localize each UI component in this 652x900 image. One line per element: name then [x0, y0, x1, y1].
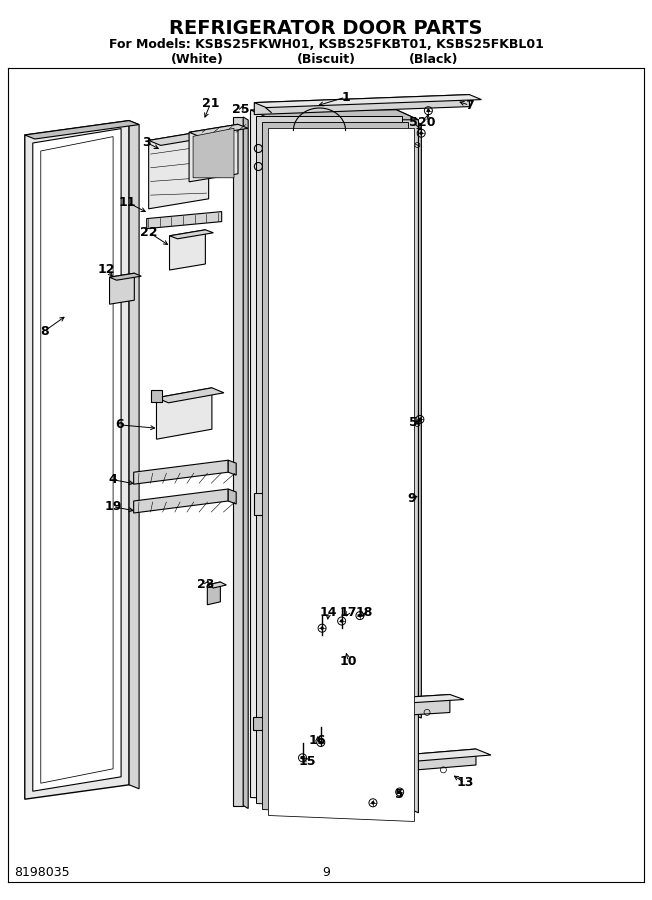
Polygon shape: [25, 121, 139, 139]
Text: 25: 25: [233, 104, 250, 116]
Text: 21: 21: [202, 97, 219, 110]
Polygon shape: [207, 582, 220, 605]
Polygon shape: [256, 116, 402, 809]
Text: 7: 7: [465, 99, 474, 112]
Polygon shape: [233, 117, 243, 806]
Text: 9: 9: [322, 867, 330, 879]
Text: 22: 22: [140, 226, 157, 239]
Polygon shape: [41, 137, 113, 783]
Polygon shape: [396, 110, 419, 813]
Circle shape: [420, 132, 422, 134]
Circle shape: [419, 418, 421, 420]
Circle shape: [398, 791, 401, 793]
Polygon shape: [129, 121, 139, 788]
Polygon shape: [243, 117, 248, 808]
Polygon shape: [147, 212, 222, 229]
Text: 11: 11: [119, 196, 136, 209]
Polygon shape: [413, 121, 421, 718]
Polygon shape: [250, 110, 419, 120]
Polygon shape: [319, 216, 326, 639]
Text: 4: 4: [108, 473, 117, 486]
Polygon shape: [258, 695, 450, 725]
Polygon shape: [254, 493, 391, 515]
Polygon shape: [207, 582, 226, 588]
Polygon shape: [189, 124, 248, 136]
Circle shape: [319, 742, 322, 743]
Text: 16: 16: [309, 734, 326, 747]
Polygon shape: [193, 129, 234, 178]
Text: 5: 5: [409, 116, 418, 129]
Circle shape: [359, 615, 361, 616]
Text: 3: 3: [141, 136, 151, 149]
Polygon shape: [33, 129, 121, 791]
Polygon shape: [134, 489, 228, 513]
Polygon shape: [228, 460, 236, 475]
Text: 12: 12: [98, 263, 115, 275]
Text: 13: 13: [456, 777, 473, 789]
Text: REFRIGERATOR DOOR PARTS: REFRIGERATOR DOOR PARTS: [170, 19, 482, 39]
Polygon shape: [156, 388, 224, 403]
Polygon shape: [228, 489, 236, 504]
Text: 23: 23: [198, 579, 215, 591]
Polygon shape: [254, 94, 469, 114]
Polygon shape: [110, 274, 134, 304]
Polygon shape: [391, 493, 403, 521]
Circle shape: [340, 620, 343, 622]
Polygon shape: [170, 230, 205, 270]
Text: 8198035: 8198035: [14, 867, 70, 879]
Text: 18: 18: [355, 606, 372, 618]
Text: 1: 1: [341, 91, 350, 104]
Polygon shape: [293, 216, 300, 639]
Polygon shape: [149, 130, 209, 209]
Text: 17: 17: [340, 606, 357, 618]
Text: 9: 9: [407, 492, 416, 505]
Polygon shape: [258, 749, 491, 773]
Polygon shape: [134, 460, 228, 484]
Polygon shape: [258, 695, 464, 712]
Text: 5: 5: [394, 788, 404, 801]
Text: 6: 6: [115, 418, 124, 431]
Polygon shape: [403, 121, 413, 720]
Polygon shape: [110, 274, 141, 280]
Circle shape: [321, 627, 323, 629]
Text: 20: 20: [418, 116, 435, 129]
Text: 10: 10: [340, 655, 357, 668]
Polygon shape: [306, 216, 313, 639]
Text: (Biscuit): (Biscuit): [297, 53, 355, 66]
Circle shape: [427, 110, 430, 112]
Circle shape: [372, 802, 374, 804]
Polygon shape: [250, 110, 396, 803]
Polygon shape: [156, 388, 212, 439]
Polygon shape: [258, 749, 476, 783]
Polygon shape: [149, 130, 220, 146]
Text: (White): (White): [170, 53, 224, 66]
Polygon shape: [262, 122, 408, 814]
Polygon shape: [189, 124, 238, 182]
Text: 5: 5: [409, 417, 418, 429]
Polygon shape: [254, 94, 481, 108]
Circle shape: [301, 757, 304, 759]
Polygon shape: [151, 390, 162, 401]
Text: 15: 15: [299, 755, 316, 768]
Polygon shape: [170, 230, 213, 238]
Text: (Black): (Black): [409, 53, 458, 66]
Polygon shape: [269, 128, 415, 821]
Text: For Models: KSBS25FKWH01, KSBS25FKBT01, KSBS25FKBL01: For Models: KSBS25FKWH01, KSBS25FKBT01, …: [109, 39, 543, 51]
Text: 8: 8: [40, 325, 49, 338]
Polygon shape: [252, 716, 265, 730]
Text: 14: 14: [320, 606, 337, 618]
Text: 19: 19: [104, 500, 121, 513]
Polygon shape: [25, 121, 129, 799]
